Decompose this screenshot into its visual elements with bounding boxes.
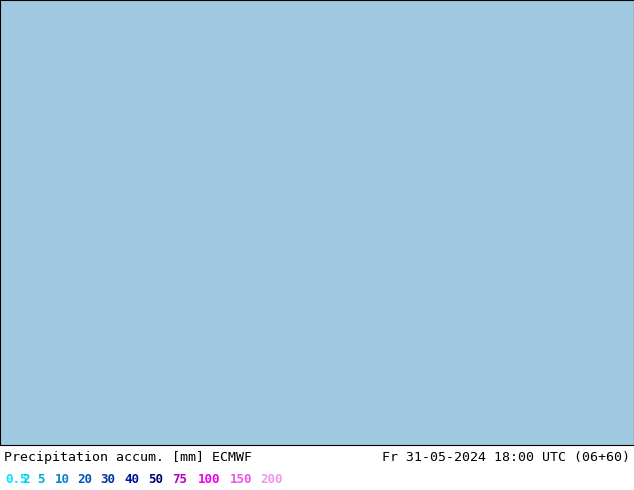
Text: 50: 50 [148,473,163,487]
Text: 30: 30 [100,473,115,487]
Text: 150: 150 [230,473,252,487]
Text: 2: 2 [22,473,30,487]
Text: Precipitation accum. [mm] ECMWF: Precipitation accum. [mm] ECMWF [4,451,252,465]
Text: 75: 75 [172,473,187,487]
Text: Fr 31-05-2024 18:00 UTC (06+60): Fr 31-05-2024 18:00 UTC (06+60) [382,451,630,465]
Text: 100: 100 [198,473,221,487]
Text: 200: 200 [260,473,283,487]
Text: 20: 20 [77,473,92,487]
Text: 5: 5 [37,473,44,487]
Text: 10: 10 [55,473,70,487]
Text: 0.5: 0.5 [5,473,27,487]
Text: 40: 40 [124,473,139,487]
